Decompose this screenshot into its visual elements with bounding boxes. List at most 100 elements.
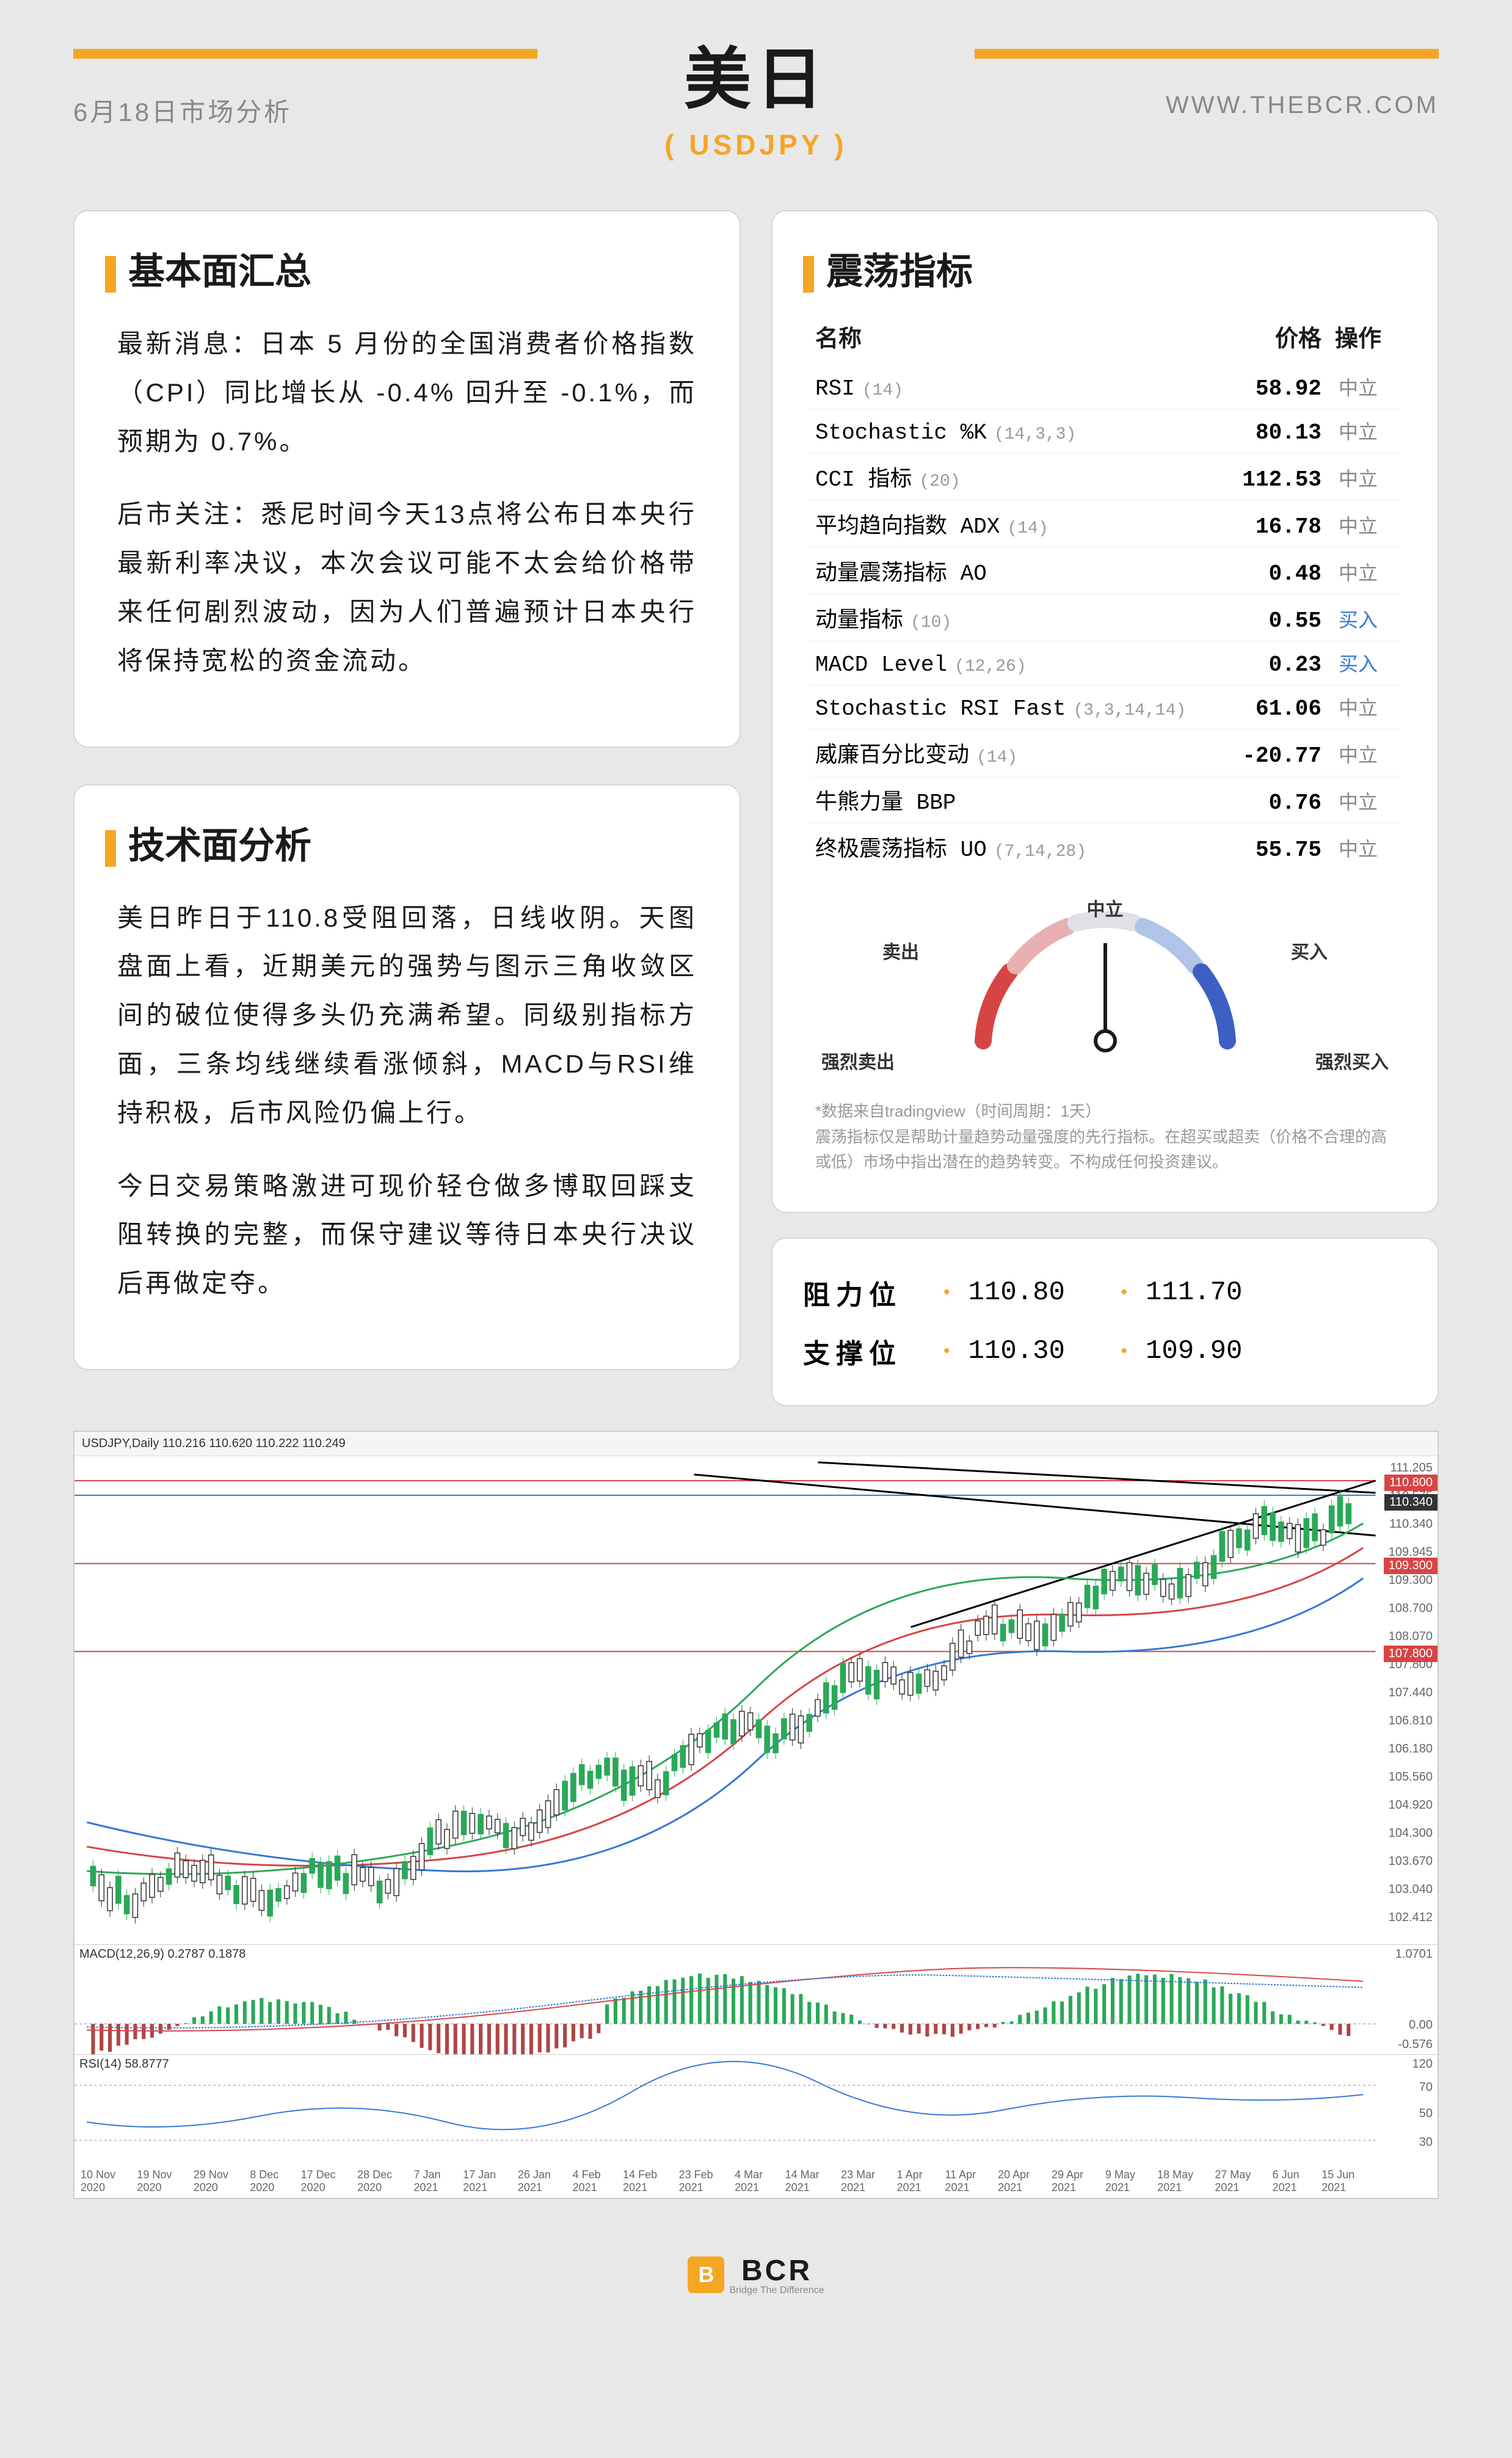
bullet-icon: •: [1121, 1341, 1128, 1362]
resistance-row: 阻力位 • 110.80 • 111.70: [803, 1263, 1407, 1322]
osc-price: 55.75: [1218, 837, 1321, 862]
chart-date-tick: 1 Apr 2021: [897, 2168, 945, 2194]
gauge-label-sell: 卖出: [882, 937, 919, 964]
resistance-label: 阻力位: [803, 1273, 925, 1312]
chart-y-label: 108.070: [1389, 1630, 1433, 1644]
osc-name: 终极震荡指标 UO(7,14,28): [815, 831, 1218, 862]
chart-date-tick: 14 Feb 2021: [623, 2168, 679, 2194]
osc-param: (14,3,3): [994, 425, 1076, 444]
osc-price: 0.23: [1218, 652, 1321, 677]
osc-row: 威廉百分比变动(14)-20.77中立: [809, 729, 1401, 776]
technical-title: 技术面分析: [105, 816, 709, 869]
chart-y-label: 106.810: [1389, 1714, 1433, 1728]
chart-date-tick: 17 Dec 2020: [301, 2168, 357, 2194]
technical-p1: 美日昨日于110.8受阻回落，日线收阴。天图盘面上看，近期美元的强势与图示三角收…: [117, 894, 697, 1137]
left-column: 基本面汇总 最新消息：日本 5 月份的全国消费者价格指数（CPI）同比增长从 -…: [73, 210, 741, 1406]
support-v1: 110.30: [969, 1336, 1103, 1366]
osc-action: 中立: [1321, 511, 1395, 539]
rsi-svg: [75, 2055, 1437, 2165]
chart-y-label: 107.440: [1389, 1686, 1433, 1700]
header-url: WWW.THEBCR.COM: [1166, 92, 1439, 119]
osc-row: RSI(14)58.92中立: [809, 365, 1401, 409]
chart-rsi-panel: RSI(14) 58.8777 120 70 50 30: [75, 2055, 1437, 2165]
oscillators-card: 震荡指标 名称 价格 操作 RSI(14)58.92中立Stochastic %…: [771, 210, 1439, 1213]
osc-name: MACD Level(12,26): [815, 652, 1218, 677]
osc-row: 动量指标(10)0.55买入: [809, 594, 1401, 641]
title-bar-icon: [803, 256, 814, 293]
bullet-icon: •: [1121, 1282, 1128, 1303]
chart-price-box: 107.800: [1384, 1646, 1437, 1662]
osc-row: 平均趋向指数 ADX(14)16.78中立: [809, 500, 1401, 547]
chart-date-axis: 10 Nov 202019 Nov 202029 Nov 20208 Dec 2…: [75, 2165, 1437, 2198]
osc-row: 终极震荡指标 UO(7,14,28)55.75中立: [809, 823, 1401, 870]
page-subtitle: ( USDJPY ): [73, 128, 1439, 161]
osc-header-action: 操作: [1321, 319, 1395, 353]
chart-date-tick: 28 Dec 2020: [357, 2168, 413, 2194]
header-accent-left: [73, 49, 537, 59]
osc-price: -20.77: [1218, 743, 1321, 768]
footer-logo: B BCR Bridge The Difference: [688, 2254, 824, 2296]
osc-action: 买入: [1321, 605, 1395, 633]
osc-action: 中立: [1321, 740, 1395, 768]
osc-price: 61.06: [1218, 696, 1321, 721]
header-accent-right: [975, 49, 1439, 59]
support-v2: 109.90: [1146, 1336, 1280, 1366]
chart-y-label: 102.412: [1389, 1911, 1433, 1925]
chart-y-label: 108.700: [1389, 1602, 1433, 1616]
chart-main-svg: [75, 1456, 1437, 1944]
support-row: 支撑位 • 110.30 • 109.90: [803, 1322, 1407, 1380]
title-bar-icon: [105, 830, 116, 867]
osc-header-row: 名称 价格 操作: [809, 319, 1401, 365]
osc-price: 16.78: [1218, 514, 1321, 539]
rsi-label-2: 50: [1419, 2107, 1433, 2121]
osc-header-name: 名称: [815, 319, 1218, 353]
osc-name: 动量指标(10): [815, 602, 1218, 633]
osc-param: (14): [976, 748, 1017, 767]
gauge-svg: [947, 894, 1264, 1078]
osc-row: Stochastic RSI Fast(3,3,14,14)61.06中立: [809, 685, 1401, 729]
macd-title: MACD(12,26,9) 0.2787 0.1878: [79, 1947, 245, 1961]
osc-row: Stochastic %K(14,3,3)80.13中立: [809, 409, 1401, 453]
title-bar-icon: [105, 256, 116, 293]
chart-date-tick: 14 Mar 2021: [785, 2168, 841, 2194]
chart-date-tick: 6 Jun 2021: [1273, 2168, 1322, 2194]
osc-param: (3,3,14,14): [1073, 701, 1186, 720]
gauge-label-neutral: 中立: [1087, 894, 1124, 921]
chart-date-tick: 10 Nov 2020: [81, 2168, 137, 2194]
osc-row: CCI 指标(20)112.53中立: [809, 453, 1401, 500]
macd-svg: [75, 1945, 1437, 2054]
chart-main-panel: 111.205110.575110.340109.945109.300108.7…: [75, 1456, 1437, 1945]
chart-header: USDJPY,Daily 110.216 110.620 110.222 110…: [75, 1432, 1437, 1456]
rsi-label-3: 30: [1419, 2135, 1433, 2150]
osc-name: 平均趋向指数 ADX(14): [815, 508, 1218, 539]
osc-price: 80.13: [1218, 420, 1321, 445]
osc-row: 牛熊力量 BBP0.76中立: [809, 776, 1401, 823]
fundamentals-title-text: 基本面汇总: [128, 251, 311, 292]
levels-card: 阻力位 • 110.80 • 111.70 支撑位 • 110.30 • 109…: [771, 1238, 1439, 1406]
osc-param: (12,26): [954, 657, 1027, 676]
osc-header-price: 价格: [1218, 319, 1321, 353]
chart-date-tick: 4 Mar 2021: [735, 2168, 785, 2194]
technical-body: 美日昨日于110.8受阻回落，日线收阴。天图盘面上看，近期美元的强势与图示三角收…: [105, 894, 709, 1308]
page: 美日 ( USDJPY ) 6月18日市场分析 WWW.THEBCR.COM 基…: [0, 0, 1512, 2333]
osc-action: 中立: [1321, 787, 1395, 815]
osc-name: RSI(14): [815, 376, 1218, 401]
oscillators-table: 名称 价格 操作 RSI(14)58.92中立Stochastic %K(14,…: [803, 319, 1407, 870]
osc-name: CCI 指标(20): [815, 461, 1218, 492]
chart-date-tick: 29 Nov 2020: [194, 2168, 250, 2194]
osc-action: 中立: [1321, 558, 1395, 586]
footer-brand: BCR: [729, 2254, 824, 2288]
price-chart: USDJPY,Daily 110.216 110.620 110.222 110…: [73, 1431, 1439, 2199]
osc-action: 中立: [1321, 834, 1395, 862]
osc-price: 58.92: [1218, 376, 1321, 401]
oscillators-disclaimer: *数据来自tradingview（时间周期：1天） 震荡指标仅是帮助计量趋势动量…: [803, 1087, 1407, 1175]
chart-date-tick: 19 Nov 2020: [137, 2168, 193, 2194]
rsi-label-1: 70: [1419, 2081, 1433, 2095]
chart-date-tick: 15 Jun 2021: [1321, 2168, 1376, 2194]
resistance-v1: 110.80: [969, 1277, 1103, 1308]
chart-date-tick: 8 Dec 2020: [250, 2168, 300, 2194]
chart-price-box: 110.340: [1384, 1494, 1437, 1511]
osc-param: (10): [910, 613, 951, 632]
gauge-label-strong-sell: 强烈卖出: [821, 1047, 895, 1074]
technical-p2: 今日交易策略激进可现价轻仓做多博取回踩支阻转换的完整，而保守建议等待日本央行决议…: [117, 1162, 697, 1308]
